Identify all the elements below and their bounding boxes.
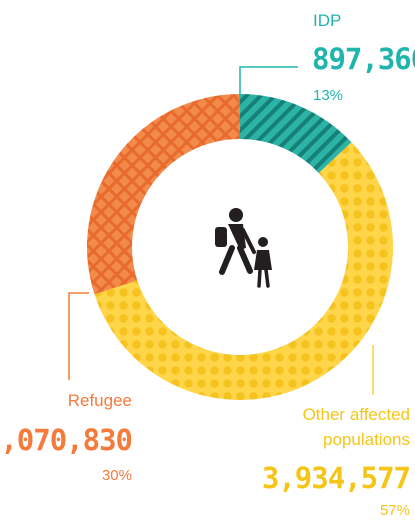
- idp-percent: 13%: [313, 87, 344, 104]
- other-value: 3,934,577: [261, 461, 411, 495]
- idp-category-label: IDP: [313, 11, 342, 30]
- idp-leader-line: [239, 66, 298, 98]
- refugee-slice: [86, 94, 240, 295]
- adult-and-child-walking-icon: [215, 208, 272, 288]
- refugee-percent: 30%: [101, 467, 132, 484]
- refugee-category-label: Refugee: [67, 391, 132, 410]
- refugee-leader-line: [68, 292, 89, 380]
- other-percent: 57%: [379, 502, 410, 519]
- refugee-value: 2,070,830: [0, 423, 133, 457]
- idp-slice: [240, 94, 352, 174]
- other-category-label-line1: Other affected: [302, 405, 410, 424]
- other-slice: [94, 142, 394, 400]
- other-category-label-line2: populations: [323, 430, 410, 449]
- idp-value: 897,360: [312, 42, 415, 76]
